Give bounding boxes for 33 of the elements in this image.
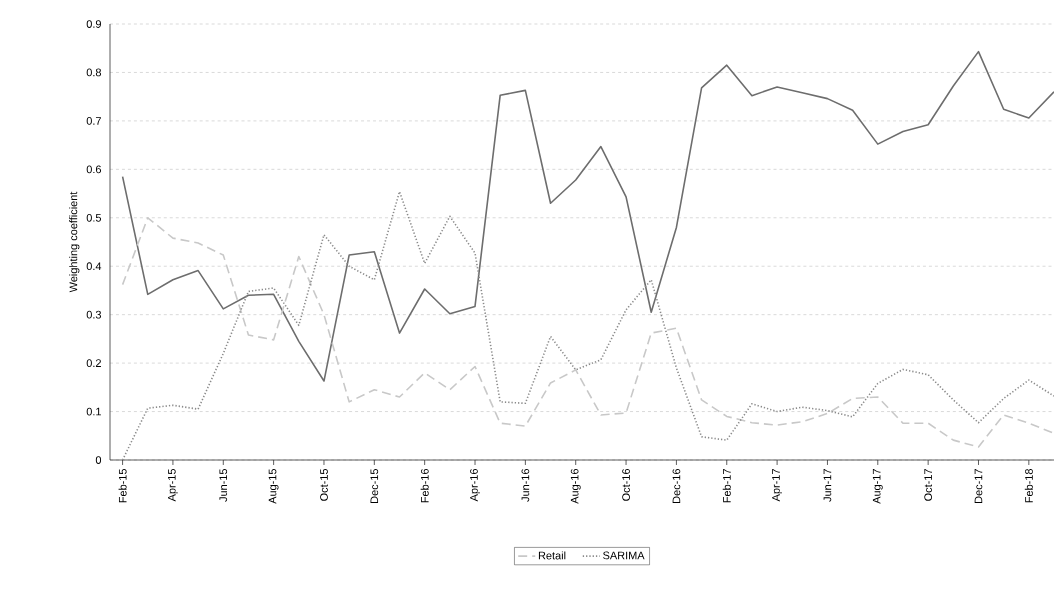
- x-tick-label: Jun-17: [823, 469, 832, 502]
- x-tick-label: Feb-15: [118, 468, 127, 503]
- x-tick-label: Aug-17: [872, 469, 883, 504]
- x-tick-label: Aug-16: [570, 468, 581, 504]
- x-tick-label: Feb-16: [420, 468, 429, 503]
- y-tick-label: 0.5: [86, 213, 102, 222]
- x-tick-label: Feb-18: [1024, 468, 1033, 503]
- y-axis-title: Weighting coefficient: [69, 191, 80, 293]
- y-tick-label: 0.9: [86, 20, 101, 28]
- y-tick-label: 0.2: [86, 359, 101, 367]
- y-tick-label: 0.8: [86, 68, 102, 77]
- legend-label: Retail: [538, 551, 566, 560]
- x-tick-label: Apr-15: [168, 468, 178, 502]
- line-series: [121, 50, 1055, 382]
- x-tick-label: Oct-16: [622, 468, 630, 501]
- x-tick-label: Jun-16: [521, 468, 530, 502]
- y-tick-label: 0.3: [86, 310, 102, 319]
- x-tick-label: Apr-16: [470, 468, 480, 502]
- y-tick-label: 0: [95, 456, 102, 464]
- x-tick-label: Dec-15: [370, 468, 379, 503]
- y-tick-label: 0.6: [86, 165, 102, 174]
- y-tick-label: 0.1: [86, 407, 101, 416]
- x-tick-label: Aug-15: [268, 468, 279, 504]
- x-tick-label: Oct-17: [924, 469, 933, 501]
- x-tick-label: Feb-17: [722, 469, 731, 503]
- legend-label: SARIMA: [603, 551, 645, 560]
- y-tick-label: 0.4: [86, 262, 102, 271]
- x-tick-label: Oct-15: [320, 468, 328, 501]
- x-tick-label: Dec-16: [672, 468, 681, 503]
- x-tick-label: Dec-17: [974, 469, 983, 503]
- y-tick-label: 0.7: [86, 117, 101, 125]
- x-tick-label: Jun-15: [219, 468, 228, 502]
- x-tick-label: Apr-17: [772, 469, 782, 502]
